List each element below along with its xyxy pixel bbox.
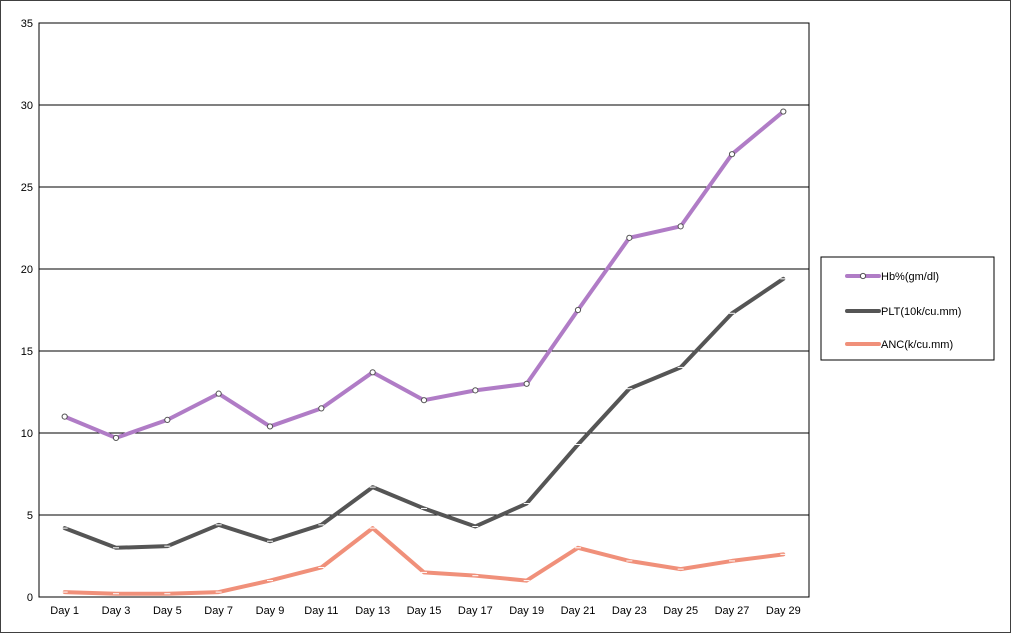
x-tick-label: Day 7 xyxy=(204,605,233,617)
data-point xyxy=(112,434,120,442)
x-tick-label: Day 5 xyxy=(153,605,182,617)
y-tick-label: 20 xyxy=(21,264,33,276)
data-point xyxy=(318,405,325,412)
legend-entry: Hb%(gm/dl) xyxy=(881,271,939,283)
data-point xyxy=(626,234,633,241)
legend-marker xyxy=(859,272,867,280)
data-point xyxy=(266,423,274,430)
x-tick-label: Day 21 xyxy=(561,605,596,617)
data-point xyxy=(61,413,68,420)
data-point xyxy=(369,369,376,376)
x-axis-ticks: Day 1 Day 3 Day 5 Day 7 Day 9 Day 11 Day 13 Day… xyxy=(50,605,800,617)
y-tick-label: 30 xyxy=(21,100,33,112)
y-axis-ticks: 0 5 10 15 20 25 30 35 xyxy=(21,18,33,604)
y-tick-label: 10 xyxy=(21,428,33,440)
x-tick-label: Day 3 xyxy=(102,605,131,617)
x-tick-label: Day 11 xyxy=(304,605,338,617)
y-tick-label: 0 xyxy=(27,592,33,604)
x-tick-label: Day 27 xyxy=(715,605,750,617)
x-tick-label: Day 9 xyxy=(256,605,285,617)
x-tick-label: Day 19 xyxy=(509,605,544,617)
y-tick-label: 15 xyxy=(21,346,33,358)
x-tick-label: Day 13 xyxy=(355,605,390,617)
x-tick-label: Day 15 xyxy=(407,605,442,617)
y-tick-label: 35 xyxy=(21,18,33,30)
series-lines xyxy=(61,108,787,596)
data-point xyxy=(728,151,736,158)
y-tick-label: 25 xyxy=(21,182,33,194)
legend: Hb%(gm/dl) PLT(10k/cu.mm) ANC(k/cu.mm) xyxy=(820,256,995,361)
x-tick-label: Day 25 xyxy=(663,605,698,617)
data-point xyxy=(164,416,171,423)
x-tick-label: Day 1 xyxy=(50,605,79,617)
legend-entry: ANC(k/cu.mm) xyxy=(881,339,953,351)
gridlines xyxy=(39,104,809,516)
y-tick-label: 5 xyxy=(27,510,33,522)
plot-area xyxy=(38,22,810,598)
x-tick-label: Day 17 xyxy=(458,605,493,617)
x-tick-label: Day 29 xyxy=(766,605,801,617)
data-point xyxy=(523,380,530,387)
data-point xyxy=(215,390,222,397)
data-point xyxy=(677,223,684,230)
data-point xyxy=(420,397,428,404)
data-point xyxy=(574,306,582,314)
x-tick-label: Day 23 xyxy=(612,605,647,617)
data-point xyxy=(780,108,787,115)
data-point xyxy=(472,387,479,394)
legend-entry: PLT(10k/cu.mm) xyxy=(881,306,961,318)
